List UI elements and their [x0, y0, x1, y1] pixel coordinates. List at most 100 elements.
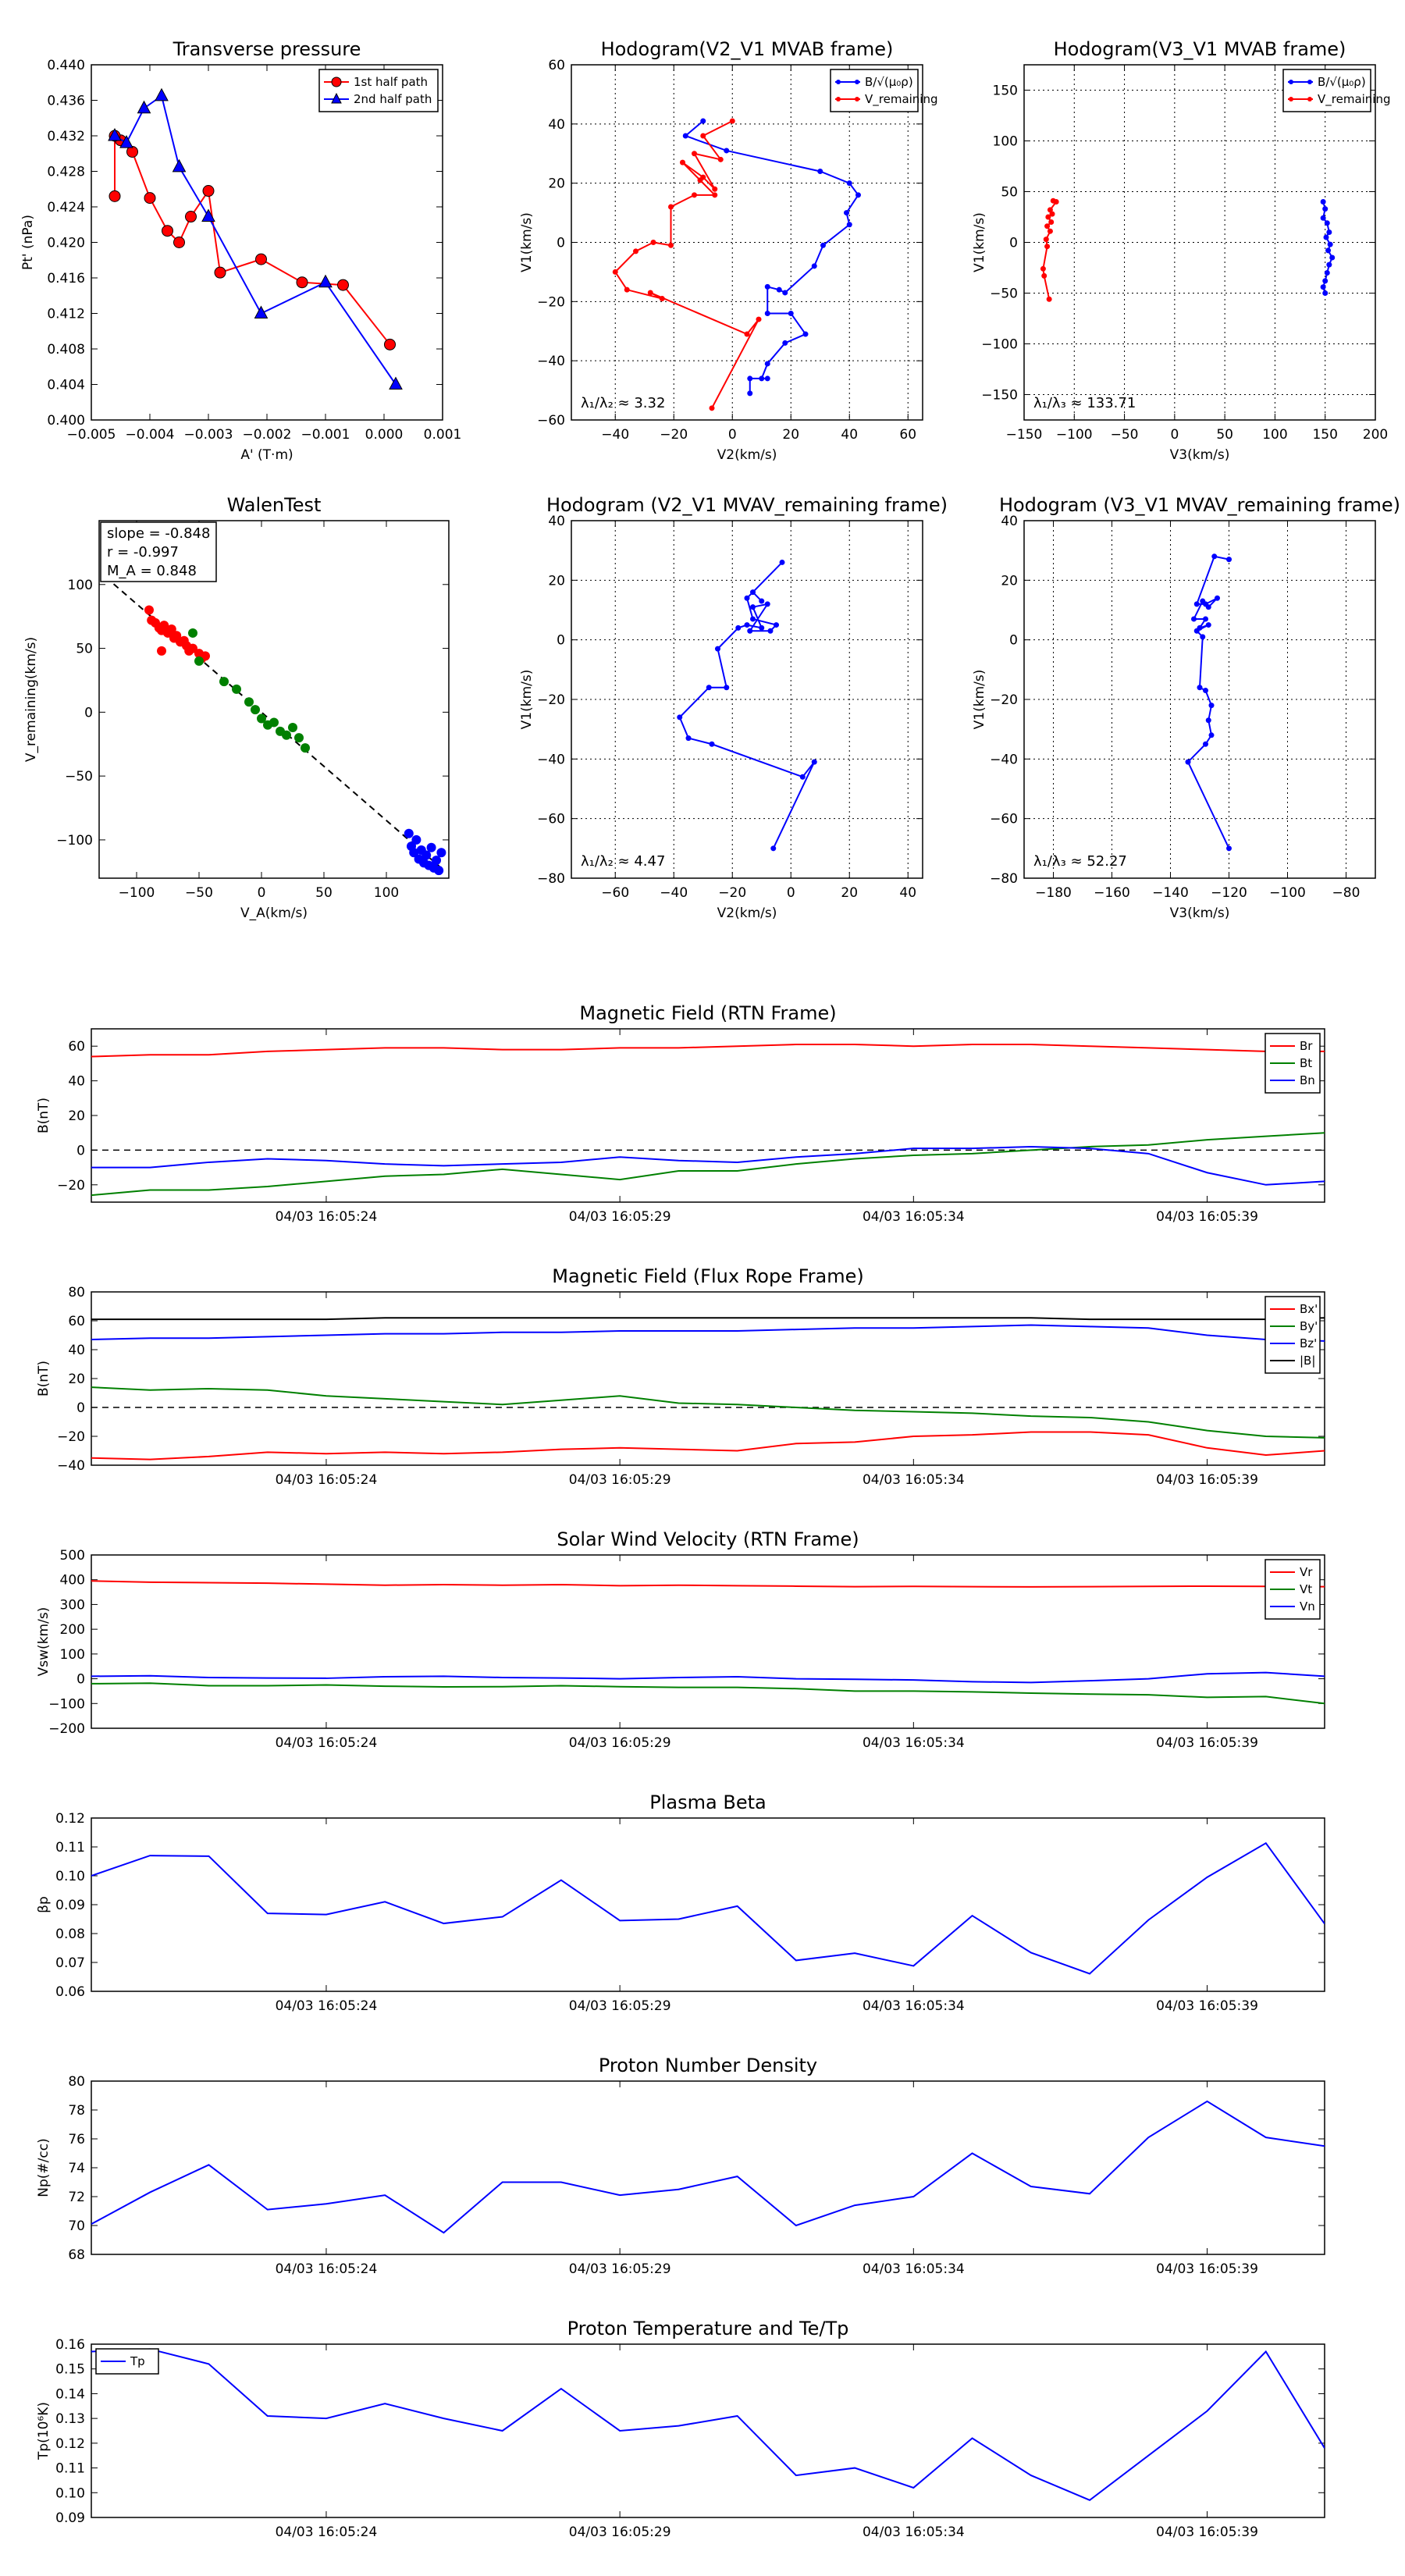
data-point [811, 263, 817, 269]
data-point [1203, 616, 1208, 622]
x-tick-label: 04/03 16:05:29 [569, 1209, 671, 1225]
y-tick-label: 78 [68, 2103, 85, 2119]
data-point [668, 204, 674, 210]
legend-marker [331, 92, 342, 104]
chart-3: WalenTest −100 −50 0 50 100 −100 −50 0 50 100 V_A(k… [23, 494, 450, 921]
data-point [157, 646, 166, 656]
data-point [172, 158, 187, 173]
data-point [700, 118, 706, 124]
data-point [1049, 211, 1055, 217]
y-tick-label: 0.408 [47, 342, 85, 358]
y-axis-label: V1(km/s) [519, 670, 535, 730]
chart-7: Magnetic Field (Flux Rope Frame) 04/03 16… [36, 1265, 1325, 1488]
x-tick-label: 04/03 16:05:29 [569, 1998, 671, 2014]
data-point [194, 656, 204, 666]
plot-frame [91, 1554, 1325, 1729]
data-point [846, 222, 852, 228]
data-point [697, 177, 703, 183]
y-tick-label: 500 [60, 1548, 85, 1564]
y-tick-label: 40 [548, 514, 565, 529]
y-tick-label: 0.11 [55, 1840, 85, 1856]
y-tick-label: −60 [990, 812, 1018, 827]
y-tick-label: 0.416 [47, 271, 85, 286]
data-point [764, 601, 770, 607]
plot-frame [91, 2080, 1325, 2255]
y-tick-label: 0.12 [55, 2436, 85, 2452]
data-point [759, 624, 765, 631]
data-point [1226, 557, 1232, 563]
data-point [1322, 206, 1329, 212]
data-point [254, 305, 269, 318]
data-point [1046, 296, 1052, 302]
data-point [1211, 553, 1218, 560]
y-tick-label: −80 [990, 871, 1018, 887]
y-axis-label: B(nT) [36, 1098, 52, 1133]
data-point [337, 279, 349, 291]
legend-label: By' [1300, 1319, 1318, 1333]
data-point [717, 156, 724, 162]
data-point [747, 390, 753, 397]
x-tick-label: 0 [787, 885, 795, 901]
x-tick-label: −50 [1111, 427, 1139, 443]
data-point [1043, 237, 1049, 243]
data-point [1215, 595, 1220, 601]
data-point [166, 624, 176, 635]
data-point [255, 253, 267, 265]
plot-area [677, 559, 817, 852]
y-tick-label: 20 [548, 573, 565, 589]
y-tick-label: 0.14 [55, 2386, 85, 2402]
data-point [1185, 759, 1191, 765]
plot-area [91, 1580, 1325, 1705]
y-tick-label: −200 [48, 1721, 85, 1737]
chart-title: Plasma Beta [649, 1791, 766, 1813]
data-point [782, 290, 788, 296]
y-tick-label: −40 [57, 1458, 85, 1474]
plot-area [1040, 197, 1336, 302]
stats-box [100, 521, 217, 582]
data-point [159, 621, 169, 631]
data-point [612, 269, 618, 275]
data-point [1205, 622, 1211, 628]
data-point [750, 604, 756, 610]
data-point [1323, 234, 1329, 240]
data-point [426, 842, 436, 852]
y-tick-label: 40 [68, 1343, 85, 1358]
y-tick-label: 40 [548, 117, 565, 133]
y-tick-label: −40 [990, 752, 1018, 767]
data-point [1329, 254, 1336, 261]
legend-label: 1st half path [354, 75, 428, 89]
y-tick-label: 0 [76, 1143, 85, 1158]
legend-marker [1307, 80, 1312, 84]
data-point [108, 190, 121, 202]
data-point [682, 133, 688, 139]
y-tick-label: 300 [60, 1597, 85, 1613]
data-point [1041, 272, 1048, 279]
x-tick-label: −120 [1211, 885, 1247, 901]
data-point [692, 151, 697, 157]
data-point [1324, 270, 1330, 276]
data-point [770, 845, 777, 852]
x-tick-label: 0 [258, 885, 266, 901]
x-tick-label: 04/03 16:05:34 [863, 1209, 965, 1225]
data-point [201, 208, 215, 222]
y-tick-label: 0.10 [55, 2485, 85, 2501]
eigenvalue-ratio-label: λ₁/λ₃ ≈ 52.27 [1033, 853, 1127, 870]
data-point [846, 180, 852, 187]
data-point [756, 316, 762, 322]
data-point [624, 286, 630, 293]
legend-label: |B| [1300, 1354, 1315, 1368]
series-br [91, 1043, 1325, 1058]
y-tick-label: 80 [68, 2074, 85, 2090]
x-tick-label: 04/03 16:05:34 [863, 2261, 965, 2277]
y-axis-label: V1(km/s) [972, 212, 987, 272]
x-tick-label: −150 [1006, 427, 1043, 443]
plot-frame [91, 1028, 1325, 1203]
legend-label: B/√(μ₀ρ) [1318, 75, 1366, 89]
x-tick-label: 04/03 16:05:24 [276, 2261, 378, 2277]
series-bn [91, 1145, 1325, 1186]
legend-marker [1289, 97, 1293, 101]
data-point [282, 730, 291, 740]
y-tick-label: 60 [548, 58, 565, 73]
y-tick-label: 0.16 [55, 2337, 85, 2353]
x-tick-label: 04/03 16:05:39 [1156, 1998, 1258, 2014]
